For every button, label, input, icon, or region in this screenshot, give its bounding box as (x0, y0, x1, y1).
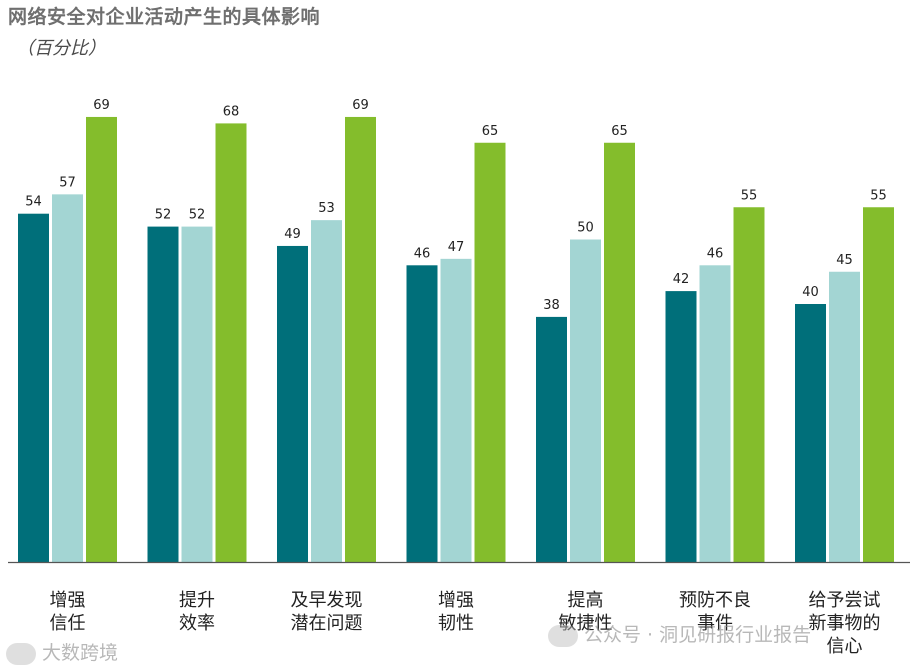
data-label: 46 (707, 246, 724, 261)
category-label-3: 及早发现 潜在问题 (272, 589, 382, 635)
bar-4-series-2 (440, 258, 472, 562)
data-label: 69 (93, 98, 110, 113)
data-label: 69 (352, 98, 369, 113)
category-label-line: 事件 (697, 613, 733, 634)
data-label: 46 (414, 246, 431, 261)
data-label: 55 (870, 188, 887, 203)
bar-1-series-1 (18, 213, 49, 562)
chart-subtitle: （百分比） (16, 38, 106, 59)
data-label: 47 (448, 240, 465, 255)
bar-1-series-3 (86, 116, 117, 562)
category-label-line: 潜在问题 (290, 613, 363, 634)
bar-3-series-1 (277, 245, 308, 562)
data-label: 50 (577, 221, 594, 236)
bar-6-series-3 (733, 207, 765, 562)
category-label-line: 提高 (567, 590, 604, 611)
category-label-line: 韧性 (438, 613, 474, 634)
bar-2-series-2 (181, 226, 213, 562)
bar-2-series-3 (215, 123, 247, 563)
category-label-2: 提升 效率 (142, 589, 252, 635)
category-label-line: 敏捷性 (558, 613, 613, 634)
category-label-line: 效率 (179, 613, 215, 634)
category-label-5: 提高 敏捷性 (531, 589, 641, 635)
data-label: 53 (318, 201, 335, 216)
category-label-line: 给予尝试 (808, 590, 881, 611)
bar-2-series-1 (147, 226, 179, 562)
category-label-line: 预防不良 (679, 590, 751, 611)
bar-4-series-3 (474, 142, 506, 562)
bar-1-series-2 (52, 194, 83, 562)
bar-6-series-2 (699, 265, 731, 562)
data-label: 65 (611, 124, 628, 139)
wechat-icon (548, 624, 578, 647)
data-label: 38 (543, 298, 560, 313)
bar-5-series-2 (570, 239, 601, 562)
bar-7-series-1 (795, 304, 826, 562)
bar-7-series-2 (829, 271, 860, 562)
data-label: 68 (223, 104, 240, 119)
watermark-left-text: 大数跨境 (42, 642, 119, 664)
bar-6-series-1 (665, 291, 697, 562)
category-label-line: 信任 (49, 613, 86, 634)
bar-4-series-1 (406, 265, 438, 562)
data-label: 55 (741, 188, 758, 203)
data-label: 45 (836, 253, 853, 268)
watermark-logo-icon (6, 642, 36, 665)
category-label-line: 信心 (826, 636, 863, 657)
bar-3-series-2 (311, 220, 342, 562)
data-label: 42 (673, 272, 690, 287)
category-label-line: 新事物的 (808, 613, 881, 634)
data-label: 40 (802, 285, 819, 300)
category-label-line: 及早发现 (290, 590, 363, 611)
category-label-4: 增强 韧性 (401, 589, 511, 635)
data-label: 52 (189, 208, 206, 223)
data-label: 49 (284, 227, 301, 242)
bar-5-series-3 (604, 142, 635, 562)
category-label-6: 预防不良 事件 (660, 589, 770, 635)
category-label-1: 增强 信任 (13, 589, 123, 635)
data-label: 57 (59, 175, 76, 190)
bar-5-series-1 (536, 316, 567, 562)
data-label: 65 (482, 124, 499, 139)
watermark-right: 公众号 · 洞见研报行业报告 (548, 620, 811, 647)
data-label: 54 (25, 195, 42, 210)
data-label: 52 (155, 208, 172, 223)
category-label-line: 提升 (179, 590, 215, 611)
bar-7-series-3 (863, 207, 894, 562)
watermark-right-text: 公众号 · 洞见研报行业报告 (584, 624, 812, 646)
chart-title: 网络安全对企业活动产生的具体影响 (8, 6, 321, 28)
watermark-left: 大数跨境 (6, 638, 118, 665)
category-label-line: 增强 (49, 590, 86, 611)
bar-3-series-3 (345, 116, 376, 562)
category-label-7: 给予尝试 新事物的 信心 (790, 589, 900, 658)
category-label-line: 增强 (438, 590, 474, 611)
